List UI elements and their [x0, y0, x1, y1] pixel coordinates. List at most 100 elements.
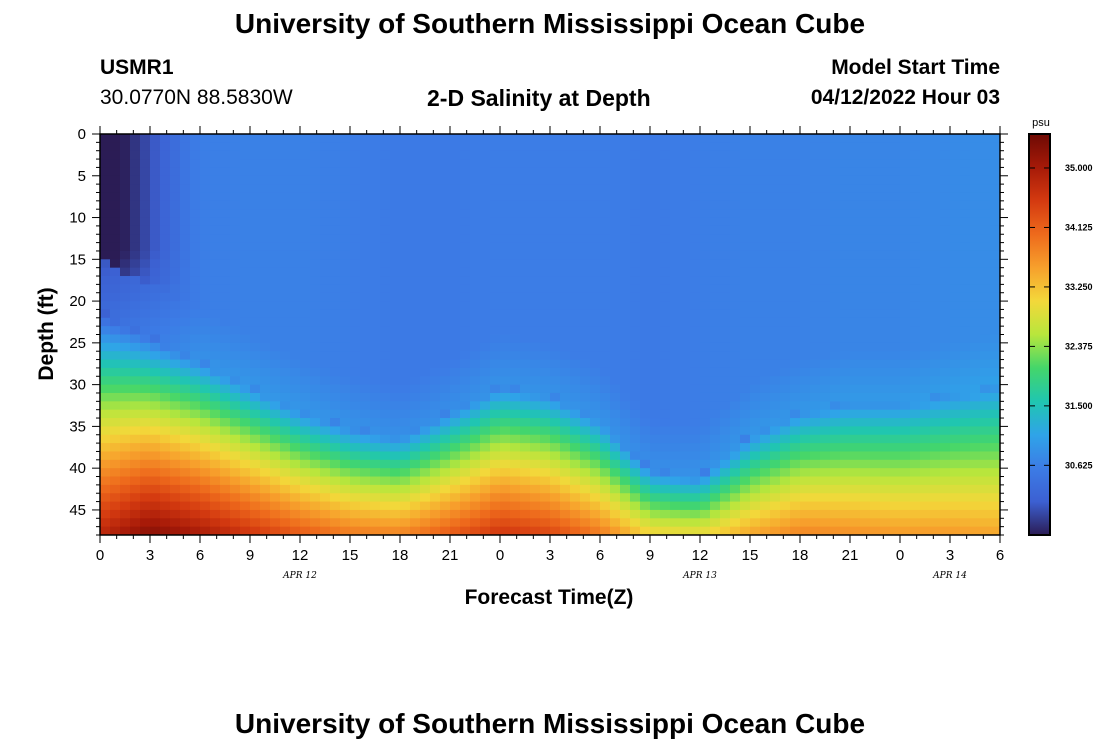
heatmap-cell	[560, 276, 571, 285]
heatmap-cell	[580, 150, 591, 160]
heatmap-cell	[110, 209, 121, 219]
heatmap-cell	[250, 134, 261, 143]
heatmap-cell	[440, 359, 451, 369]
heatmap-cell	[300, 317, 311, 327]
heatmap-cell	[200, 384, 211, 394]
heatmap-cell	[580, 367, 591, 377]
heatmap-cell	[780, 326, 791, 336]
heatmap-cell	[640, 526, 651, 535]
heatmap-cell	[120, 451, 131, 461]
heatmap-cell	[410, 443, 421, 453]
heatmap-cell	[620, 434, 631, 444]
heatmap-cell	[540, 401, 551, 411]
heatmap-cell	[360, 401, 371, 411]
heatmap-cell	[420, 459, 431, 469]
heatmap-cell	[420, 134, 431, 143]
heatmap-cell	[740, 309, 751, 319]
heatmap-cell	[760, 159, 771, 169]
heatmap-cell	[100, 401, 111, 411]
heatmap-cell	[840, 518, 851, 528]
heatmap-cell	[340, 367, 351, 377]
heatmap-cell	[810, 209, 821, 219]
heatmap-cell	[630, 326, 641, 336]
heatmap-cell	[990, 276, 1000, 285]
heatmap-cell	[330, 493, 341, 503]
heatmap-cell	[840, 434, 851, 444]
heatmap-cell	[350, 409, 361, 419]
heatmap-cell	[950, 334, 961, 344]
heatmap-cell	[540, 367, 551, 377]
heatmap-cell	[440, 401, 451, 411]
heatmap-cell	[830, 418, 841, 427]
heatmap-cell	[450, 342, 461, 352]
heatmap-cell	[170, 359, 181, 369]
heatmap-cell	[590, 234, 601, 244]
heatmap-cell	[290, 234, 301, 244]
heatmap-cell	[350, 459, 361, 469]
heatmap-cell	[320, 367, 331, 377]
heatmap-cell	[310, 526, 321, 535]
heatmap-cell	[270, 301, 281, 311]
x-tick-label: 6	[596, 547, 604, 564]
heatmap-cell	[970, 526, 981, 535]
heatmap-cell	[700, 434, 711, 444]
heatmap-cell	[730, 476, 741, 486]
heatmap-cell	[750, 342, 761, 352]
heatmap-cell	[230, 459, 241, 469]
heatmap-cell	[400, 150, 411, 160]
heatmap-cell	[960, 292, 971, 302]
heatmap-cell	[340, 225, 351, 235]
heatmap-cell	[670, 476, 681, 486]
heatmap-cell	[450, 509, 461, 519]
heatmap-cell	[750, 326, 761, 336]
heatmap-cell	[930, 234, 941, 244]
heatmap-cell	[500, 409, 511, 419]
heatmap-cell	[610, 209, 621, 219]
heatmap-cell	[700, 175, 711, 185]
heatmap-cell	[590, 493, 601, 503]
heatmap-cell	[260, 334, 271, 344]
heatmap-cell	[660, 326, 671, 336]
heatmap-cell	[150, 150, 161, 160]
x-tick-label: 18	[392, 547, 409, 564]
heatmap-cell	[280, 276, 291, 285]
heatmap-cell	[320, 351, 331, 361]
heatmap-cell	[130, 367, 141, 377]
heatmap-cell	[940, 518, 951, 528]
heatmap-cell	[810, 134, 821, 143]
heatmap-cell	[190, 225, 201, 235]
heatmap-cell	[750, 192, 761, 202]
heatmap-cell	[330, 342, 341, 352]
heatmap-cell	[340, 401, 351, 411]
heatmap-cell	[230, 250, 241, 260]
heatmap-cell	[420, 142, 431, 152]
heatmap-cell	[860, 301, 871, 311]
heatmap-cell	[180, 175, 191, 185]
heatmap-cell	[190, 376, 201, 386]
heatmap-cell	[970, 159, 981, 169]
heatmap-cell	[950, 134, 961, 143]
heatmap-cell	[400, 284, 411, 294]
heatmap-cell	[310, 209, 321, 219]
heatmap-cell	[120, 401, 131, 411]
heatmap-cell	[520, 209, 531, 219]
heatmap-cell	[730, 259, 741, 269]
heatmap-cell	[980, 301, 991, 311]
heatmap-cell	[720, 468, 731, 478]
heatmap-cell	[200, 443, 211, 453]
heatmap-cell	[510, 150, 521, 160]
heatmap-cell	[420, 250, 431, 260]
heatmap-cell	[500, 167, 511, 177]
heatmap-cell	[660, 401, 671, 411]
heatmap-cell	[260, 401, 271, 411]
heatmap-cell	[810, 426, 821, 436]
heatmap-cell	[270, 351, 281, 361]
heatmap-cell	[530, 434, 541, 444]
heatmap-cell	[320, 426, 331, 436]
heatmap-cell	[430, 292, 441, 302]
heatmap-cell	[300, 501, 311, 511]
heatmap-cell	[430, 392, 441, 402]
heatmap-cell	[450, 351, 461, 361]
heatmap-cell	[430, 242, 441, 252]
heatmap-cell	[200, 334, 211, 344]
